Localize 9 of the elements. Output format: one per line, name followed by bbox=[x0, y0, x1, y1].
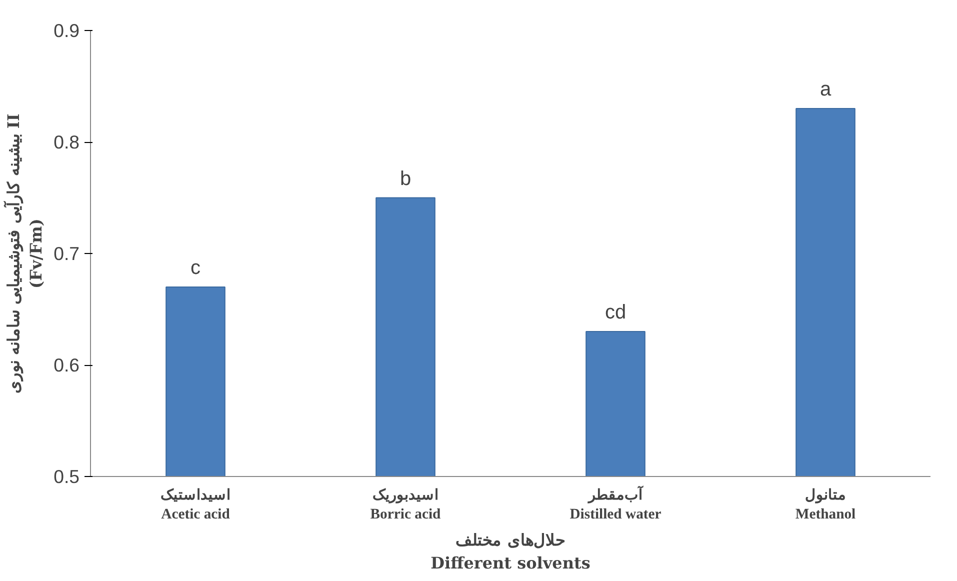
data-label: b bbox=[400, 168, 412, 190]
data-label: cd bbox=[604, 302, 626, 324]
y-tick-label: 0.9 bbox=[54, 20, 80, 41]
y-tick-label: 0.7 bbox=[54, 243, 80, 264]
y-tick-label: 0.6 bbox=[54, 354, 80, 376]
data-label: a bbox=[820, 78, 832, 101]
y-tick-label: 0.5 bbox=[54, 466, 80, 487]
data-label: c bbox=[190, 256, 200, 279]
y-tick-label: 0.8 bbox=[54, 132, 80, 152]
